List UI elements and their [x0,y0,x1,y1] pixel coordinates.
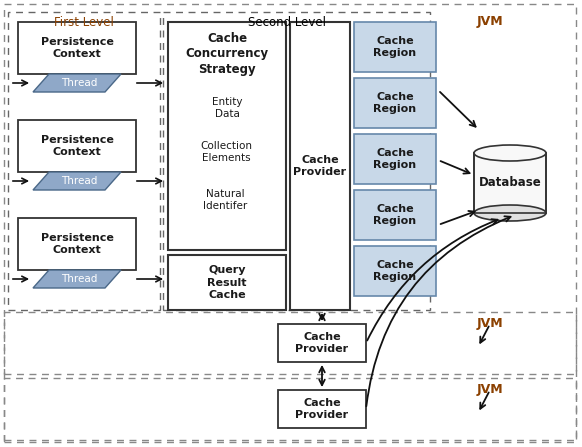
Text: Cache
Region: Cache Region [374,204,417,226]
Text: Cache
Region: Cache Region [374,92,417,114]
Text: Thread: Thread [61,78,97,88]
Text: Cache
Provider: Cache Provider [296,332,349,354]
Text: Query
Result
Cache: Query Result Cache [207,265,247,300]
Bar [18,22,136,74]
Text: Second Level: Second Level [247,16,325,29]
Text: Natural
Identifer: Natural Identifer [203,189,247,211]
Text: Persistence
Context: Persistence Context [41,233,113,255]
Bar [174,130,278,174]
Bar [168,255,286,310]
Bar [354,246,436,296]
Bar [18,218,136,270]
Text: Cache
Provider: Cache Provider [293,155,346,177]
Ellipse shape [474,205,546,221]
Bar [168,22,286,250]
Text: Entity
Data: Entity Data [212,97,242,119]
Bar [474,153,546,213]
Bar [354,134,436,184]
Bar [18,120,136,172]
Bar [278,324,366,362]
Text: Cache
Concurrency
Strategy: Cache Concurrency Strategy [186,31,268,76]
Bar [474,153,546,213]
Text: Database: Database [478,177,541,190]
Bar [4,312,576,374]
Bar [354,22,436,72]
Text: Thread: Thread [61,274,97,284]
Bar [354,78,436,128]
Bar [278,390,366,428]
Text: JVM: JVM [477,16,503,29]
Text: First Level: First Level [54,16,114,29]
Bar [8,12,160,310]
Text: Cache
Provider: Cache Provider [296,398,349,420]
Text: Cache
Region: Cache Region [374,260,417,282]
Polygon shape [33,270,121,288]
Text: Cache
Region: Cache Region [374,148,417,170]
Polygon shape [33,74,121,92]
Polygon shape [33,172,121,190]
Text: JVM: JVM [477,384,503,396]
Bar [172,178,278,222]
Text: JVM: JVM [477,317,503,330]
Bar [354,190,436,240]
Ellipse shape [474,145,546,161]
Bar [176,90,278,126]
Text: Cache
Region: Cache Region [374,36,417,58]
Bar [4,378,576,440]
Text: Persistence
Context: Persistence Context [41,135,113,157]
Text: Thread: Thread [61,176,97,186]
Text: Persistence
Context: Persistence Context [41,37,113,59]
Bar [163,12,430,310]
Text: Collection
Elements: Collection Elements [200,141,252,163]
Bar [290,22,350,310]
